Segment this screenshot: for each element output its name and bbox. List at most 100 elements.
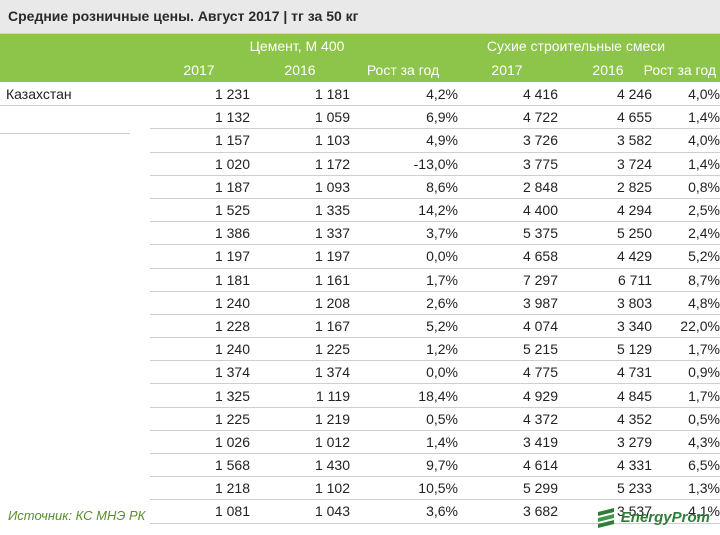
table-cell: 0,5% xyxy=(350,407,458,431)
price-table: Казахстан 1 231 1 181 4,2% 4 416 4 246 4,0% Акт… xyxy=(0,83,720,524)
table-cell: 5,2% xyxy=(350,314,458,339)
table-cell: 22,0% xyxy=(652,314,720,339)
region-name: Шымкент xyxy=(0,111,75,135)
table-cell: 1 240 xyxy=(150,337,250,362)
column-header: Рост за год xyxy=(366,62,440,78)
table-cell: 1 093 xyxy=(250,175,350,199)
table-row: Жезказган 1 386 1 337 3,7% 5 375 5 250 2,4% xyxy=(0,113,720,246)
energyprom-logo: EnergyProm xyxy=(595,505,710,529)
table-row: Усть-Каменогорск 1 218 1 102 10,5% 5 299 5 23… xyxy=(0,113,720,501)
table-cell: 1 020 xyxy=(150,152,250,176)
table-cell: 9,7% xyxy=(350,453,458,478)
table-cell: 1,7% xyxy=(652,383,720,408)
table-cell: 4 246 xyxy=(558,83,652,107)
table-cell: 3 803 xyxy=(558,291,652,315)
table-cell: 1,7% xyxy=(350,268,458,292)
table-cell: 1 228 xyxy=(150,314,250,339)
table-cell: 1 026 xyxy=(150,430,250,455)
table-cell: 4,8% xyxy=(652,291,720,315)
table-row: Павлодар 1 240 1 225 1,2% 5 215 5 129 1,7% xyxy=(0,113,720,362)
table-cell: 3 682 xyxy=(458,499,558,524)
table-cell: 1 181 xyxy=(150,268,250,292)
table-cell: 4 731 xyxy=(558,360,652,385)
table-cell: 1 568 xyxy=(150,453,250,478)
table-cell: 3 340 xyxy=(558,314,652,339)
title-bar: Средние розничные цены. Август 2017 | тг… xyxy=(0,0,720,34)
table-cell: 1 197 xyxy=(250,244,350,269)
table-cell: 1 181 xyxy=(250,83,350,107)
table-row: Астана 1 187 1 093 8,6% 2 848 2 825 0,8% xyxy=(0,113,720,199)
table-cell: 1 335 xyxy=(250,198,350,223)
table-cell: 8,7% xyxy=(652,268,720,292)
column-header: 2016 xyxy=(592,62,624,78)
table-cell: 1 325 xyxy=(150,383,250,408)
table-cell: 1 337 xyxy=(250,221,350,246)
table-cell: 1,7% xyxy=(652,337,720,362)
table-cell: 1,4% xyxy=(652,105,720,130)
table-row: Актау 1 132 1 059 6,9% 4 722 4 655 1,4% xyxy=(0,105,720,135)
table-cell: 4 416 xyxy=(458,83,558,107)
table-cell: 4 655 xyxy=(558,105,652,130)
table-cell: 4 331 xyxy=(558,453,652,478)
table-header: Цемент, М 400 Сухие строительные смеси 2… xyxy=(0,34,720,82)
table-cell: 1 386 xyxy=(150,221,250,246)
table-cell: 4,1% xyxy=(652,499,720,524)
table-cell: 1 231 xyxy=(150,83,250,107)
table-row: Талдыкорган 1 225 1 219 0,5% 4 372 4 352 0,5% xyxy=(0,113,720,431)
table-cell: 5 375 xyxy=(458,221,558,246)
table-row: Актобе 1 157 1 103 4,9% 3 726 3 582 4,0% xyxy=(0,113,720,153)
table-cell: 3 775 xyxy=(458,152,558,176)
table-cell: -13,0% xyxy=(350,152,458,176)
table-cell: 1 225 xyxy=(250,337,350,362)
table-cell: 2,5% xyxy=(652,198,720,223)
table-cell: 10,5% xyxy=(350,476,458,501)
column-header: Рост за год xyxy=(643,62,716,78)
table-cell: 5 215 xyxy=(458,337,558,362)
table-cell: 1 430 xyxy=(250,453,350,478)
table-cell: 3 582 xyxy=(558,128,652,153)
column-header: 2016 xyxy=(284,62,316,78)
logo-text: EnergyProm xyxy=(620,508,710,526)
table-cell: 1 161 xyxy=(250,268,350,292)
source-note: Источник: КС МНЭ РК xyxy=(8,508,146,523)
table-cell: 5 250 xyxy=(558,221,652,246)
table-cell: 5 233 xyxy=(558,476,652,501)
table-cell: 3 279 xyxy=(558,430,652,455)
table-cell: 3,7% xyxy=(350,221,458,246)
table-cell: 4 074 xyxy=(458,314,558,339)
table-cell: 1 103 xyxy=(250,128,350,153)
group-header-mixes: Сухие строительные смеси xyxy=(486,38,666,54)
table-cell: 8,6% xyxy=(350,175,458,199)
table-cell: 1 012 xyxy=(250,430,350,455)
table-cell: 4 352 xyxy=(558,407,652,431)
table-cell: 0,8% xyxy=(652,175,720,199)
table-cell: 5 299 xyxy=(458,476,558,501)
table-row: Кызылорда 1 228 1 167 5,2% 4 074 3 340 22,0% xyxy=(0,113,720,339)
table-cell: 4,0% xyxy=(652,83,720,107)
table-cell: 4 722 xyxy=(458,105,558,130)
table-cell: 4 429 xyxy=(558,244,652,269)
table-cell: 6,9% xyxy=(350,105,458,130)
table-row: Тараз 1 026 1 012 1,4% 3 419 3 279 4,3% xyxy=(0,113,720,455)
table-cell: 1,2% xyxy=(350,337,458,362)
table-cell: 0,9% xyxy=(652,360,720,385)
table-cell: 1 208 xyxy=(250,291,350,315)
table-cell: 3 987 xyxy=(458,291,558,315)
column-header: 2017 xyxy=(183,62,215,78)
table-cell: 1 119 xyxy=(250,383,350,408)
table-row: Костанай 1 240 1 208 2,6% 3 987 3 803 4,8% xyxy=(0,113,720,315)
table-cell: 1,3% xyxy=(652,476,720,501)
table-cell: 1 059 xyxy=(250,105,350,130)
table-cell: 3 724 xyxy=(558,152,652,176)
table-row: Кокшетау 1 181 1 161 1,7% 7 297 6 711 8,7% xyxy=(0,113,720,292)
table-cell: 4 400 xyxy=(458,198,558,223)
table-row: Уральск 1 568 1 430 9,7% 4 614 4 331 6,5% xyxy=(0,113,720,478)
table-row: Алматы 1 020 1 172 -13,0% 3 775 3 724 1,4% xyxy=(0,113,720,176)
table-cell: 0,5% xyxy=(652,407,720,431)
column-header: 2017 xyxy=(491,62,523,78)
table-cell: 5 129 xyxy=(558,337,652,362)
table-cell: 2 848 xyxy=(458,175,558,199)
table-cell: 6,5% xyxy=(652,453,720,478)
table-cell: 1 167 xyxy=(250,314,350,339)
